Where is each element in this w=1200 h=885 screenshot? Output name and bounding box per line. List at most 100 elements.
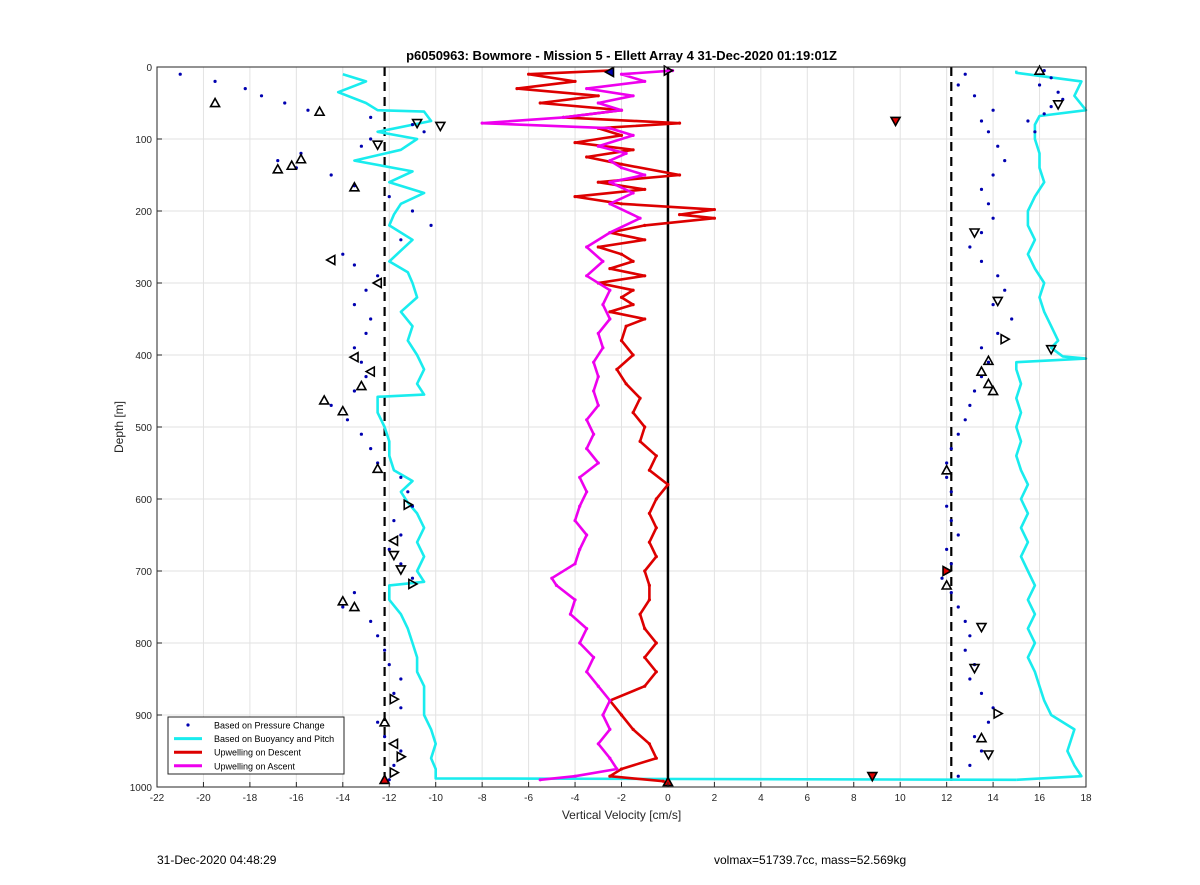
pressure-point bbox=[986, 360, 991, 364]
series-3-point bbox=[619, 108, 624, 112]
pressure-point bbox=[972, 94, 977, 98]
pressure-point bbox=[956, 432, 960, 436]
pressure-point bbox=[968, 403, 972, 407]
series-2-point bbox=[638, 612, 642, 616]
x-tick-label: 10 bbox=[895, 793, 907, 804]
x-tick-label: 12 bbox=[941, 793, 953, 804]
series-2-point bbox=[643, 627, 647, 631]
series-2-point bbox=[677, 121, 682, 125]
x-tick-label: 14 bbox=[988, 793, 1000, 804]
series-3-point bbox=[561, 115, 566, 119]
series-2-point bbox=[647, 511, 651, 515]
marker-triangle-down bbox=[371, 140, 384, 151]
pressure-point bbox=[364, 375, 368, 379]
series-2-point bbox=[647, 742, 651, 746]
series-2-point bbox=[643, 274, 647, 278]
pressure-point bbox=[968, 245, 972, 249]
series-3-point bbox=[596, 375, 600, 379]
pressure-point bbox=[979, 119, 984, 123]
marker-triangle-left bbox=[348, 351, 359, 364]
x-tick-label: -22 bbox=[150, 793, 165, 804]
pressure-point bbox=[963, 418, 967, 422]
pressure-point bbox=[986, 130, 991, 134]
series-3-point bbox=[578, 475, 582, 479]
pressure-point bbox=[963, 619, 967, 624]
marker-triangle-up bbox=[975, 731, 988, 743]
y-tick-label: 200 bbox=[135, 207, 152, 218]
marker-triangle-left bbox=[387, 534, 399, 547]
pressure-point bbox=[1056, 90, 1060, 94]
y-tick-label: 300 bbox=[135, 279, 152, 290]
pressure-point bbox=[387, 663, 391, 667]
pressure-point bbox=[945, 475, 949, 479]
marker-triangle-down bbox=[1045, 344, 1058, 356]
series-3-point bbox=[643, 173, 647, 177]
series-2-point bbox=[573, 141, 577, 145]
marker-triangle-up bbox=[318, 394, 331, 405]
series-2-point bbox=[596, 245, 600, 249]
pressure-point bbox=[399, 533, 403, 537]
y-tick-label: 500 bbox=[135, 423, 152, 434]
x-tick-label: -14 bbox=[336, 793, 351, 804]
marker-triangle-down bbox=[388, 550, 400, 562]
series-2-point bbox=[647, 583, 651, 588]
series-3-point bbox=[573, 598, 577, 602]
marker-triangle-left bbox=[603, 66, 615, 78]
pressure-point bbox=[410, 576, 415, 580]
pressure-point bbox=[949, 447, 953, 451]
marker-triangle-up bbox=[987, 384, 999, 396]
y-tick-label: 700 bbox=[135, 567, 152, 578]
x-tick-label: -20 bbox=[196, 793, 211, 804]
marker-triangle-down bbox=[889, 116, 902, 128]
x-tick-label: -18 bbox=[243, 793, 258, 804]
pressure-point bbox=[376, 274, 380, 278]
marker-triangle-down bbox=[982, 750, 995, 761]
series-3-point bbox=[608, 317, 612, 321]
pressure-point bbox=[392, 763, 396, 768]
marker-triangle-right bbox=[993, 707, 1004, 720]
series-1-line bbox=[336, 72, 1017, 782]
marker-triangle-right bbox=[389, 766, 401, 779]
x-tick-label: -2 bbox=[617, 793, 626, 804]
marker-triangle-up bbox=[982, 354, 995, 366]
pressure-point bbox=[399, 562, 403, 566]
series-3-point bbox=[573, 774, 577, 778]
legend-label: Based on Pressure Change bbox=[214, 721, 325, 731]
series-3-point bbox=[631, 133, 635, 137]
pressure-point bbox=[1049, 105, 1053, 109]
y-tick-label: 900 bbox=[135, 711, 152, 722]
series-2-point bbox=[643, 569, 647, 573]
x-tick-label: 6 bbox=[805, 793, 811, 804]
series-2-point bbox=[677, 173, 682, 177]
series-3-point bbox=[596, 684, 600, 688]
marker-triangle-down bbox=[866, 771, 879, 783]
marker-triangle-up bbox=[336, 595, 349, 606]
series-3-point bbox=[585, 245, 589, 249]
series-2-point bbox=[624, 382, 628, 386]
x-tick-label: -8 bbox=[478, 793, 487, 804]
series-2-point bbox=[619, 133, 624, 137]
series-3-point bbox=[585, 533, 589, 537]
series-3-point bbox=[480, 121, 484, 125]
series-3-point bbox=[568, 612, 573, 616]
pressure-point bbox=[956, 83, 960, 87]
series-3-point bbox=[601, 713, 605, 717]
y-axis-label: Depth [m] bbox=[112, 401, 126, 453]
x-tick-label: -16 bbox=[289, 793, 304, 804]
series-2-point bbox=[677, 213, 682, 217]
pressure-point bbox=[956, 774, 960, 778]
series-3-point bbox=[638, 216, 642, 220]
pressure-point bbox=[364, 331, 368, 335]
series-3-point bbox=[573, 519, 577, 523]
pressure-point bbox=[963, 648, 967, 652]
pressure-point bbox=[949, 562, 953, 566]
series-3-point bbox=[578, 504, 582, 508]
pressure-point bbox=[422, 130, 426, 134]
pressure-point bbox=[940, 576, 944, 580]
marker-triangle-down bbox=[395, 565, 407, 576]
marker-triangle-up bbox=[313, 105, 326, 117]
pressure-point bbox=[399, 706, 403, 710]
series-2-point bbox=[643, 223, 647, 227]
pressure-point bbox=[399, 475, 403, 479]
series-2-point bbox=[608, 774, 612, 778]
